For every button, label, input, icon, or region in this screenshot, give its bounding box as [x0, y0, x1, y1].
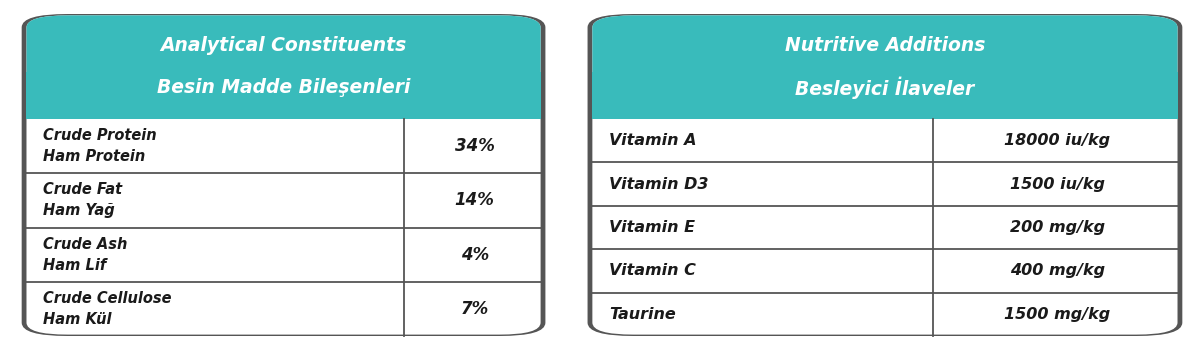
Bar — [592, 72, 1178, 119]
FancyBboxPatch shape — [26, 15, 541, 335]
Text: Vitamin C: Vitamin C — [609, 264, 696, 278]
Text: Crude Protein
Ham Protein: Crude Protein Ham Protein — [43, 128, 157, 164]
FancyBboxPatch shape — [588, 14, 1182, 336]
Text: 34%: 34% — [455, 137, 495, 155]
Text: Besin Madde Bileşenleri: Besin Madde Bileşenleri — [157, 78, 411, 97]
Text: Vitamin A: Vitamin A — [609, 133, 697, 148]
FancyBboxPatch shape — [22, 14, 545, 336]
Text: Analytical Constituents: Analytical Constituents — [160, 36, 407, 55]
Text: Nutritive Additions: Nutritive Additions — [785, 36, 985, 55]
Text: 1500 mg/kg: 1500 mg/kg — [1004, 307, 1110, 322]
Text: 400 mg/kg: 400 mg/kg — [1010, 264, 1105, 278]
FancyBboxPatch shape — [592, 15, 1178, 119]
Text: Besleyici İlaveler: Besleyici İlaveler — [796, 76, 974, 99]
FancyBboxPatch shape — [592, 15, 1178, 335]
Text: 1500 iu/kg: 1500 iu/kg — [1010, 177, 1105, 191]
Text: Taurine: Taurine — [609, 307, 675, 322]
Text: 4%: 4% — [461, 246, 489, 264]
Bar — [26, 72, 541, 119]
Text: 18000 iu/kg: 18000 iu/kg — [1004, 133, 1110, 148]
Text: 14%: 14% — [455, 191, 495, 209]
Text: Crude Fat
Ham Yağ: Crude Fat Ham Yağ — [43, 182, 123, 218]
FancyBboxPatch shape — [26, 15, 541, 119]
Text: Crude Cellulose
Ham Kül: Crude Cellulose Ham Kül — [43, 291, 172, 327]
Text: Vitamin D3: Vitamin D3 — [609, 177, 709, 191]
Text: Vitamin E: Vitamin E — [609, 220, 695, 235]
Text: 200 mg/kg: 200 mg/kg — [1010, 220, 1105, 235]
Text: 7%: 7% — [461, 300, 489, 318]
Text: Crude Ash
Ham Lif: Crude Ash Ham Lif — [43, 237, 128, 273]
